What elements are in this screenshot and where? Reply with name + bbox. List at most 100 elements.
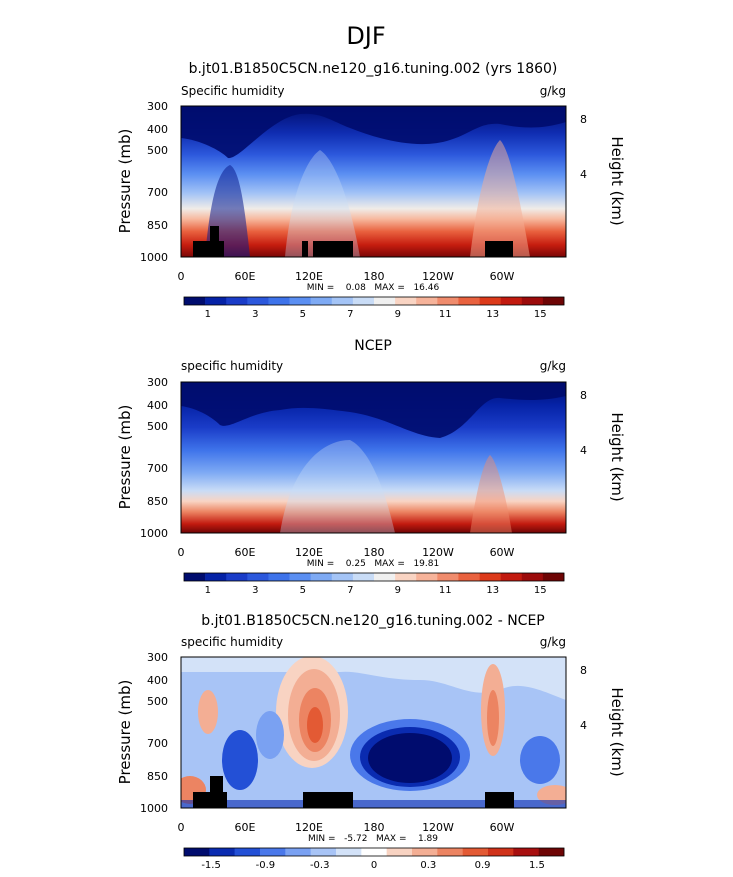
contour-field [181, 382, 566, 533]
colorbar-swatch [513, 848, 539, 856]
x-tick-label: 120W [422, 821, 454, 834]
y-tick-label: 400 [147, 399, 168, 412]
colorbar-swatch [416, 297, 438, 305]
y-tick-label: 300 [147, 376, 168, 389]
colorbar-label: 15 [534, 585, 547, 596]
y2-axis-title: Height (km) [608, 136, 626, 225]
x-tick-label: 60E [235, 821, 256, 834]
colorbar-label: 3 [252, 585, 258, 596]
panel-difference: b.jt01.B1850C5CN.ne120_g16.tuning.002 - … [116, 613, 626, 871]
y-tick-label: 850 [147, 770, 168, 783]
field-label: specific humidity [181, 635, 283, 649]
colorbar-frame [183, 572, 565, 582]
colorbar-label: 1.5 [529, 860, 545, 871]
y-axis: 300 400 500 700 850 1000 Pressure (mb) [116, 100, 168, 264]
colorbar-swatch [268, 573, 290, 581]
colorbar-swatch [437, 848, 463, 856]
colorbar-swatch [479, 573, 501, 581]
min-max-label: MIN = 0.08 MAX = 16.46 [307, 283, 440, 293]
y2-tick-label: 4 [580, 444, 587, 457]
colorbar-label: 0.9 [475, 860, 491, 871]
x-tick-label: 60E [235, 270, 256, 283]
y-tick-label: 300 [147, 651, 168, 664]
panel-title: b.jt01.B1850C5CN.ne120_g16.tuning.002 - … [201, 613, 545, 629]
panel-title: b.jt01.B1850C5CN.ne120_g16.tuning.002 (y… [189, 61, 558, 77]
colorbar-swatch [500, 297, 523, 305]
colorbar-swatch [462, 848, 489, 856]
colorbar-swatch [247, 297, 269, 305]
plot-frame [180, 381, 567, 534]
colorbar-swatch [500, 573, 523, 581]
y-tick-label: 1000 [140, 251, 168, 264]
terrain-mask [193, 776, 514, 808]
colorbar-swatch [205, 573, 227, 581]
colorbar-swatch [458, 297, 480, 305]
colorbar-swatch [234, 848, 261, 856]
y2-tick-label: 4 [580, 719, 587, 732]
colorbar-label: 7 [347, 585, 353, 596]
x-axis: 0 60E 120E 180 120W 60W [178, 546, 515, 559]
colorbar-swatch [310, 848, 337, 856]
x-tick-label: 60W [490, 270, 515, 283]
colorbar-swatch [226, 573, 248, 581]
colorbar-swatch [521, 297, 544, 305]
y-tick-label: 300 [147, 100, 168, 113]
colorbar-swatch [488, 848, 514, 856]
colorbar-swatch [374, 297, 396, 305]
colorbar-swatch [386, 848, 413, 856]
y2-axis-title: Height (km) [608, 687, 626, 776]
x-tick-label: 0 [178, 270, 185, 283]
panel-ncep: NCEP specific humidity g/kg 300 400 500 … [116, 338, 626, 596]
colorbar-label: 11 [439, 585, 452, 596]
figure-title: DJF [346, 22, 385, 50]
colorbar-frame [183, 296, 565, 306]
contour-field [181, 657, 566, 808]
colorbar-label: 9 [395, 309, 401, 320]
plot-frame [180, 105, 567, 258]
colorbar-label: 11 [439, 309, 452, 320]
colorbar-swatch [209, 848, 235, 856]
colorbar-label: 1 [205, 309, 211, 320]
y-axis: 300 400 500 700 850 1000 Pressure (mb) [116, 651, 168, 815]
x-tick-label: 120W [422, 546, 454, 559]
x-tick-label: 180 [364, 270, 385, 283]
y2-axis: 8 4 Height (km) [580, 664, 626, 777]
y-axis-title: Pressure (mb) [116, 680, 134, 785]
min-max-label: MIN = -5.72 MAX = 1.89 [308, 834, 438, 844]
panel-model: b.jt01.B1850C5CN.ne120_g16.tuning.002 (y… [116, 61, 626, 320]
colorbar-swatch [268, 297, 290, 305]
colorbar-label: 7 [347, 309, 353, 320]
y-tick-label: 1000 [140, 802, 168, 815]
field-label: Specific humidity [181, 84, 285, 98]
units-label: g/kg [540, 84, 566, 98]
colorbar-label: -1.5 [201, 860, 221, 871]
y2-axis: 8 4 Height (km) [580, 389, 626, 502]
x-tick-label: 180 [364, 546, 385, 559]
colorbar-swatch [395, 297, 417, 305]
y-axis-title: Pressure (mb) [116, 405, 134, 510]
colorbar-swatch [289, 573, 311, 581]
min-max-label: MIN = 0.25 MAX = 19.81 [307, 559, 439, 569]
colorbar-swatch [416, 573, 438, 581]
x-tick-label: 120E [295, 270, 323, 283]
y-tick-label: 500 [147, 695, 168, 708]
x-tick-label: 60W [490, 821, 515, 834]
colorbar-swatch [458, 573, 480, 581]
colorbar-swatch [310, 297, 333, 305]
units-label: g/kg [540, 635, 566, 649]
colorbar-label: -0.3 [310, 860, 330, 871]
colorbar-swatch [437, 297, 459, 305]
y2-tick-label: 8 [580, 113, 587, 126]
colorbar-frame [183, 847, 565, 857]
colorbar-label: 13 [486, 585, 499, 596]
x-tick-label: 0 [178, 546, 185, 559]
y-tick-label: 700 [147, 186, 168, 199]
colorbar-swatch [331, 573, 354, 581]
x-tick-label: 60E [235, 546, 256, 559]
field-label: specific humidity [181, 359, 283, 373]
y2-axis-title: Height (km) [608, 412, 626, 501]
colorbar-swatch [352, 573, 375, 581]
colorbar-swatch [479, 297, 501, 305]
colorbar-swatch [538, 848, 565, 856]
x-tick-label: 120W [422, 270, 454, 283]
